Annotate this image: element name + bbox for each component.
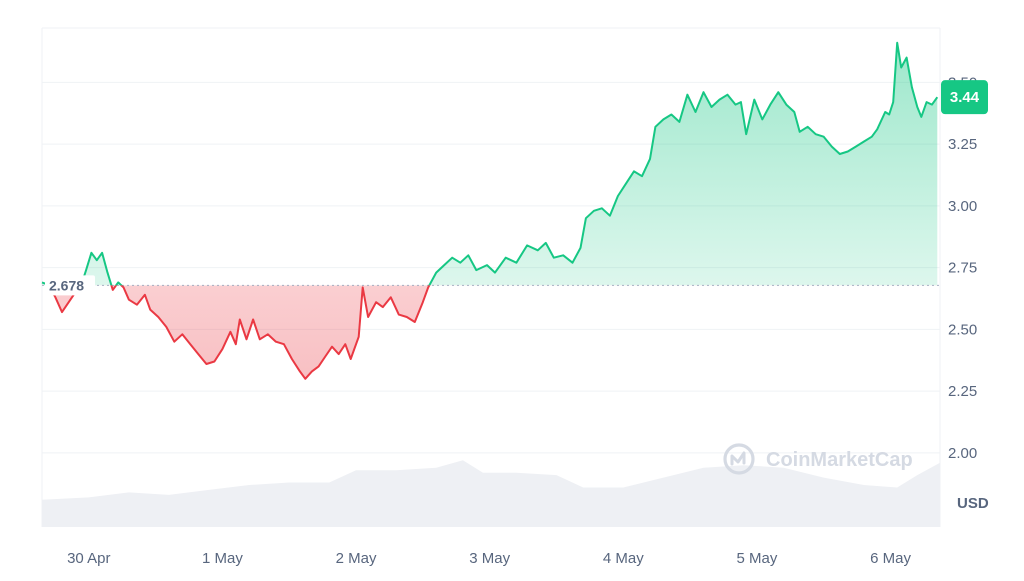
reference-price-label: 2.678: [45, 275, 95, 296]
x-tick-label: 6 May: [870, 550, 911, 567]
x-tick-label: 5 May: [736, 550, 777, 567]
price-line-up: [41, 41, 939, 286]
y-tick-label: 3.25: [948, 136, 977, 153]
x-tick-label: 30 Apr: [67, 550, 110, 567]
coinmarketcap-logo-icon: [723, 443, 755, 475]
watermark-text: CoinMarketCap: [766, 449, 913, 471]
price-area: [42, 42, 938, 379]
reference-price-text: 2.678: [49, 277, 84, 293]
x-tick-label: 2 May: [336, 550, 377, 567]
volume-shape: [42, 460, 940, 527]
x-tick-label: 1 May: [202, 550, 243, 567]
x-axis: 30 Apr 1 May 2 May 3 May 4 May 5 May 6 May: [67, 550, 911, 567]
coinmarketcap-watermark: CoinMarketCap: [723, 443, 913, 475]
y-tick-label: 3.00: [948, 198, 977, 215]
price-area-up: [42, 42, 938, 286]
x-tick-label: 4 May: [603, 550, 644, 567]
current-price-badge: 3.44: [941, 80, 988, 115]
currency-label: USD: [957, 495, 989, 512]
y-tick-label: 2.75: [948, 260, 977, 277]
volume-area: [42, 460, 940, 527]
x-tick-label: 3 May: [469, 550, 510, 567]
price-area-down: [48, 285, 430, 379]
price-line-down: [47, 285, 431, 380]
y-tick-label: 2.25: [948, 383, 977, 400]
price-line: [41, 41, 939, 380]
y-tick-label: 2.00: [948, 445, 977, 462]
y-axis: 2.002.252.502.753.003.253.50: [948, 74, 977, 462]
current-price-text: 3.44: [950, 89, 980, 106]
y-tick-label: 2.50: [948, 321, 977, 338]
